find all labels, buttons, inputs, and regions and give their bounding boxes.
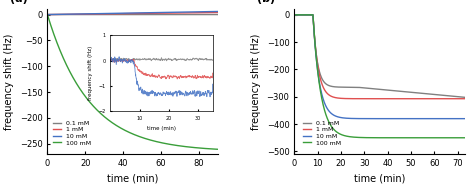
Legend: 0.1 mM, 1 mM, 10 mM, 100 mM: 0.1 mM, 1 mM, 10 mM, 100 mM	[301, 118, 344, 148]
Y-axis label: frequency shift (Hz): frequency shift (Hz)	[4, 34, 14, 130]
X-axis label: time (min): time (min)	[354, 174, 405, 183]
Text: (a): (a)	[10, 0, 27, 4]
Legend: 0.1 mM, 1 mM, 10 mM, 100 mM: 0.1 mM, 1 mM, 10 mM, 100 mM	[51, 118, 93, 148]
Text: (b): (b)	[257, 0, 275, 4]
Y-axis label: frequency shift (Hz): frequency shift (Hz)	[251, 34, 261, 130]
X-axis label: time (min): time (min)	[107, 174, 158, 183]
